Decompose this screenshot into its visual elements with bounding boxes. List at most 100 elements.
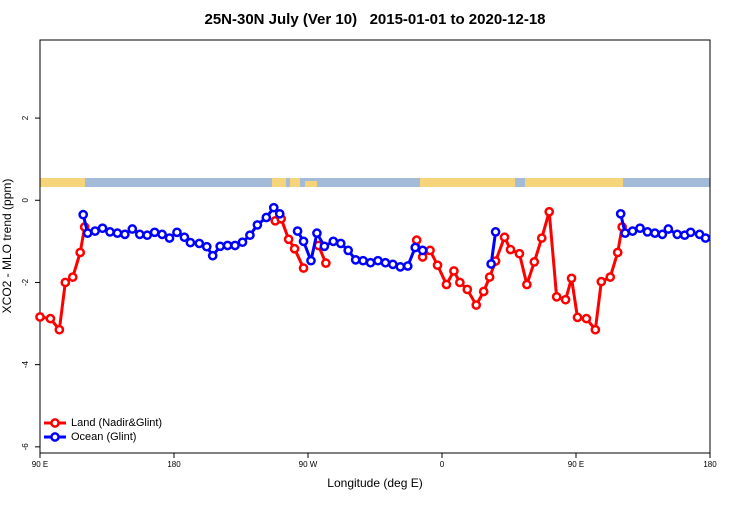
- data-point: [201, 241, 212, 252]
- x-tick-label: 90 E: [568, 460, 584, 469]
- data-point: [620, 228, 630, 238]
- data-point: [514, 248, 525, 259]
- data-point: [478, 286, 489, 297]
- data-point: [490, 227, 501, 237]
- data-point: [230, 240, 240, 251]
- data-point: [268, 202, 279, 213]
- data-point: [252, 220, 263, 230]
- data-point: [425, 245, 435, 256]
- data-point: [627, 226, 638, 236]
- data-point: [350, 255, 361, 265]
- data-point: [612, 247, 623, 258]
- data-point: [572, 312, 583, 323]
- data-point: [486, 259, 496, 269]
- y-tick-label: 0: [21, 197, 30, 202]
- data-point: [605, 272, 616, 282]
- data-point: [663, 224, 674, 234]
- data-point: [35, 312, 45, 322]
- data-point: [134, 229, 145, 240]
- data-point: [449, 266, 459, 276]
- plot-frame: [39, 39, 711, 454]
- data-point: [642, 227, 653, 237]
- data-point: [283, 234, 294, 245]
- data-point: [261, 212, 272, 223]
- data-point: [373, 255, 383, 266]
- series-line: [39, 210, 624, 332]
- series-line: [81, 206, 707, 269]
- data-point: [185, 237, 196, 248]
- data-point: [274, 208, 285, 219]
- data-point: [529, 257, 540, 267]
- data-point: [402, 261, 413, 271]
- data-point: [237, 237, 248, 248]
- data-point: [149, 227, 160, 238]
- data-point: [411, 235, 422, 245]
- data-point: [289, 243, 300, 254]
- data-point: [60, 277, 71, 288]
- chart-title: 25N-30N July (Ver 10) 2015-01-01 to 2020…: [204, 11, 545, 28]
- data-point: [358, 255, 368, 266]
- data-point: [75, 247, 86, 258]
- data-point: [672, 229, 683, 240]
- data-point: [321, 258, 331, 268]
- data-point: [700, 233, 711, 243]
- data-point: [343, 245, 354, 256]
- data-point: [164, 233, 175, 243]
- data-point: [388, 259, 398, 270]
- data-point: [335, 238, 346, 249]
- data-point: [90, 226, 100, 236]
- data-point: [157, 229, 167, 240]
- y-tick-label: -2: [21, 278, 30, 286]
- data-point: [650, 228, 660, 238]
- data-point: [590, 324, 601, 335]
- data-point: [417, 245, 428, 256]
- data-point: [45, 313, 56, 324]
- data-point: [685, 227, 696, 238]
- data-point: [97, 223, 108, 234]
- data-point: [560, 294, 571, 305]
- data-point: [455, 277, 465, 288]
- data-point: [298, 236, 309, 247]
- data-point: [551, 291, 562, 302]
- data-point: [505, 244, 516, 255]
- data-point: [432, 260, 443, 271]
- data-point: [194, 238, 205, 249]
- data-point: [67, 272, 78, 282]
- data-point: [522, 279, 532, 290]
- data-point: [298, 263, 309, 273]
- data-point: [105, 227, 115, 237]
- x-tick-label: 90 W: [299, 460, 318, 469]
- data-point: [471, 300, 482, 310]
- data-point: [319, 241, 330, 252]
- legend-marker: [50, 418, 60, 428]
- data-point: [635, 223, 645, 234]
- data-point: [54, 324, 65, 335]
- legend-marker: [50, 432, 60, 442]
- legend-label: Ocean (Glint): [71, 431, 136, 443]
- data-point: [172, 227, 182, 238]
- data-point: [245, 230, 255, 241]
- y-axis-label: XCO2 - MLO trend (ppm): [0, 179, 14, 314]
- x-tick-label: 180: [167, 460, 181, 469]
- data-point: [120, 229, 130, 240]
- legend-label: Land (Nadir&Glint): [71, 417, 162, 429]
- data-point: [484, 272, 495, 282]
- y-tick-label: 2: [21, 115, 30, 120]
- data-point: [78, 209, 89, 220]
- data-point: [441, 279, 452, 290]
- x-axis-label: Longitude (deg E): [327, 476, 422, 490]
- data-point: [142, 230, 153, 241]
- x-tick-label: 0: [440, 460, 445, 469]
- data-point: [499, 232, 510, 243]
- data-point: [207, 250, 218, 261]
- data-point: [395, 261, 406, 272]
- data-point: [215, 241, 226, 252]
- data-point: [596, 276, 607, 287]
- data-point: [615, 208, 626, 219]
- x-tick-label: 90 E: [32, 460, 48, 469]
- y-tick-label: -4: [21, 361, 30, 369]
- data-point: [127, 224, 138, 234]
- data-point: [544, 206, 555, 217]
